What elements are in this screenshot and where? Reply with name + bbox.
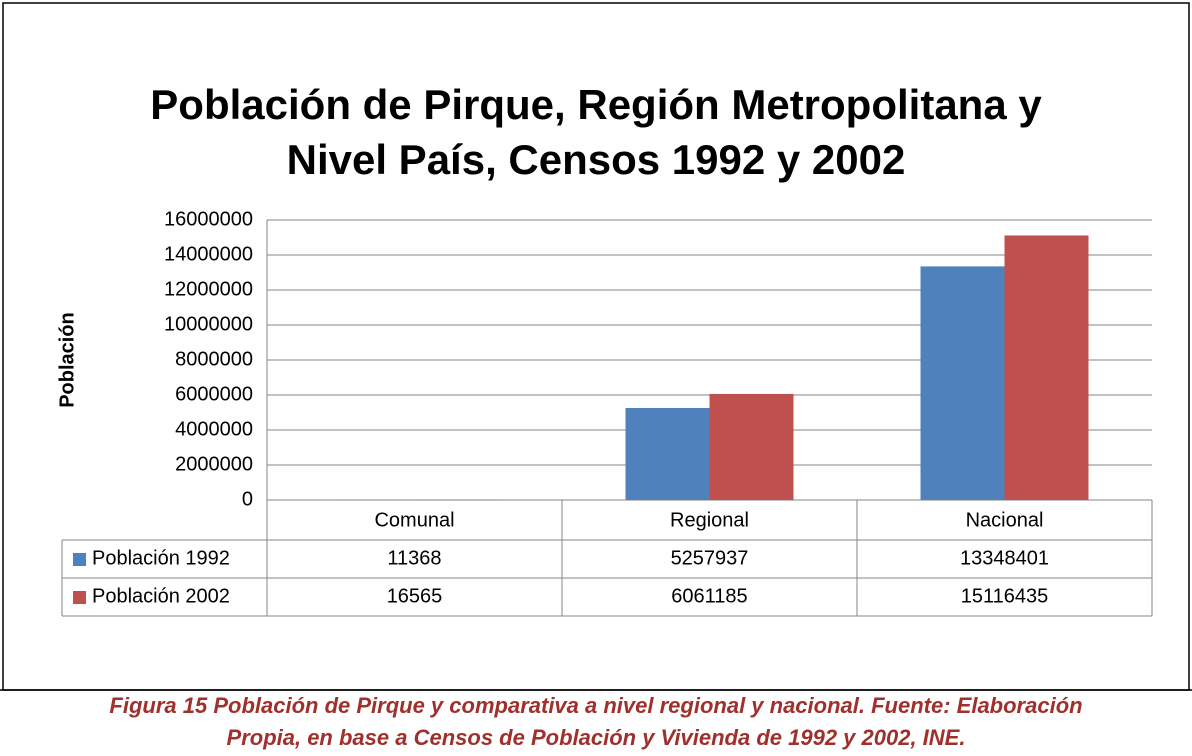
x-tick-label: Regional [670, 509, 749, 531]
y-tick-label: 2000000 [175, 453, 253, 475]
x-tick-label: Nacional [966, 509, 1044, 531]
y-tick-label: 10000000 [164, 313, 253, 335]
table-value: 11368 [387, 547, 441, 569]
caption: Propia, en base a Censos de Población y … [227, 725, 966, 750]
bar [1004, 235, 1089, 500]
chart-title: Nivel País, Censos 1992 y 2002 [287, 136, 906, 183]
y-axis-label: Población [56, 312, 78, 408]
y-tick-label: 0 [242, 488, 253, 510]
legend-swatch [73, 553, 86, 566]
y-tick-label: 8000000 [175, 348, 253, 370]
table-value: 13348401 [960, 547, 1049, 569]
bar [625, 407, 710, 500]
table-value: 5257937 [671, 547, 749, 569]
x-tick-label: Comunal [374, 509, 454, 531]
y-tick-label: 16000000 [164, 208, 253, 230]
table-value: 16565 [387, 585, 443, 607]
legend-swatch [73, 591, 86, 604]
y-tick-label: 14000000 [164, 243, 253, 265]
table-value: 15116435 [961, 585, 1049, 607]
y-tick-label: 12000000 [164, 278, 253, 300]
chart-title: Población de Pirque, Región Metropolitan… [150, 81, 1042, 128]
bar [709, 393, 794, 500]
caption: Figura 15 Población de Pirque y comparat… [109, 693, 1082, 718]
table-value: 6061185 [671, 585, 747, 607]
bar [920, 266, 1005, 500]
y-tick-label: 6000000 [175, 383, 253, 405]
legend-label: Población 2002 [92, 585, 230, 607]
y-tick-label: 4000000 [175, 418, 253, 440]
legend-label: Población 1992 [92, 547, 230, 569]
